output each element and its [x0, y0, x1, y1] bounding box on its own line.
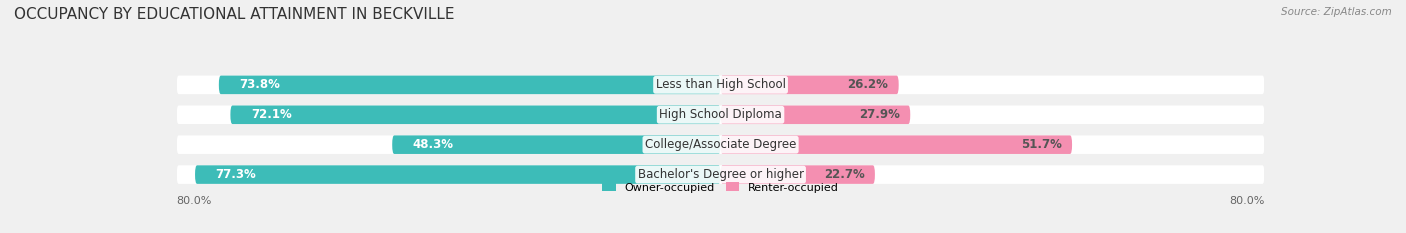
Text: 77.3%: 77.3% [215, 168, 256, 181]
FancyBboxPatch shape [177, 106, 1264, 124]
FancyBboxPatch shape [721, 165, 875, 184]
FancyBboxPatch shape [195, 165, 721, 184]
Legend: Owner-occupied, Renter-occupied: Owner-occupied, Renter-occupied [602, 182, 839, 193]
FancyBboxPatch shape [721, 106, 910, 124]
Text: 73.8%: 73.8% [239, 78, 280, 91]
Text: 51.7%: 51.7% [1021, 138, 1062, 151]
Text: Bachelor's Degree or higher: Bachelor's Degree or higher [637, 168, 804, 181]
Text: 26.2%: 26.2% [848, 78, 889, 91]
FancyBboxPatch shape [721, 135, 1071, 154]
Text: 80.0%: 80.0% [1229, 196, 1264, 206]
FancyBboxPatch shape [721, 75, 898, 94]
Text: 22.7%: 22.7% [824, 168, 865, 181]
FancyBboxPatch shape [177, 75, 1264, 94]
FancyBboxPatch shape [392, 135, 721, 154]
Text: 27.9%: 27.9% [859, 108, 900, 121]
Text: 72.1%: 72.1% [250, 108, 291, 121]
FancyBboxPatch shape [177, 165, 1264, 184]
Text: OCCUPANCY BY EDUCATIONAL ATTAINMENT IN BECKVILLE: OCCUPANCY BY EDUCATIONAL ATTAINMENT IN B… [14, 7, 454, 22]
FancyBboxPatch shape [231, 106, 721, 124]
Text: High School Diploma: High School Diploma [659, 108, 782, 121]
Text: 80.0%: 80.0% [177, 196, 212, 206]
Text: 48.3%: 48.3% [412, 138, 454, 151]
Text: Less than High School: Less than High School [655, 78, 786, 91]
Text: College/Associate Degree: College/Associate Degree [645, 138, 796, 151]
FancyBboxPatch shape [219, 75, 721, 94]
Text: Source: ZipAtlas.com: Source: ZipAtlas.com [1281, 7, 1392, 17]
FancyBboxPatch shape [177, 135, 1264, 154]
